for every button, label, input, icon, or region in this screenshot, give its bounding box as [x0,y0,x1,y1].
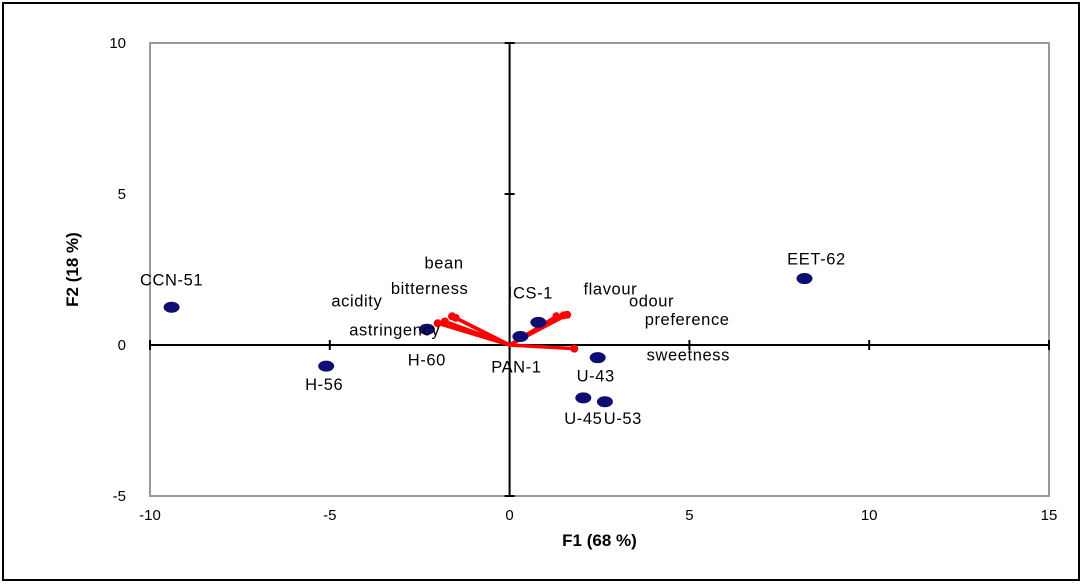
vector-label-bean: bean [425,254,464,272]
x-axis-title: F1 (68 %) [562,531,637,550]
vector-label-sweetness: sweetness [647,347,730,365]
data-points [163,273,813,408]
vector-sweetness [507,343,577,351]
point-H-56 [318,360,335,372]
point-label-H-56: H-56 [305,376,343,394]
y-tick-label: 10 [109,35,126,52]
labels: CCN-51 H-56 H-60 PAN-1 ICS-1 U-43 U-45 U-53 EET-… [140,251,846,428]
plot-area [149,42,1050,497]
point-label-ICS-1: ICS-1 [508,284,553,302]
point-U-45 [575,392,592,404]
vector-tip-astringency [433,319,442,328]
x-tick-label: 10 [861,507,878,524]
point-label-PAN-1: PAN-1 [491,359,541,377]
vector-tip-preference [563,310,572,319]
point-CCN-51 [163,301,180,313]
vector-label-astringency: astringency [349,321,440,339]
point-U-53 [596,396,613,408]
vector-tip-bitterness [451,313,460,322]
vector-astringency [435,321,512,347]
x-tick-label: -10 [139,507,161,524]
y-tick-label: 5 [118,186,126,203]
point-EET-62 [796,273,813,285]
axes [150,43,1049,496]
vector-label-acidity: acidity [331,292,382,310]
vector-label-preference: preference [645,311,730,329]
x-tick-label: 0 [505,507,513,524]
point-label-U-43: U-43 [577,368,615,386]
point-H-60 [418,323,435,335]
vector-label-flavour: flavour [583,280,637,298]
point-label-CCN-51: CCN-51 [140,271,203,289]
point-label-U-45: U-45 [564,410,602,428]
point-PAN-1 [512,331,529,343]
x-tick-label: 15 [1041,507,1058,524]
point-U-43 [589,352,606,364]
y-axis-title: F2 (18 %) [63,232,82,307]
point-ICS-1 [530,316,547,328]
vector-label-bitterness: bitterness [391,280,469,298]
vector-tip-sweetness [570,344,579,353]
y-tick-label: -5 [113,488,126,505]
point-label-H-60: H-60 [408,351,446,369]
point-label-EET-62: EET-62 [787,251,846,269]
point-label-U-53: U-53 [604,410,642,428]
x-tick-label: -5 [323,507,336,524]
y-tick-label: 0 [118,337,126,354]
x-tick-label: 5 [685,507,693,524]
vector-label-odour: odour [629,292,674,310]
